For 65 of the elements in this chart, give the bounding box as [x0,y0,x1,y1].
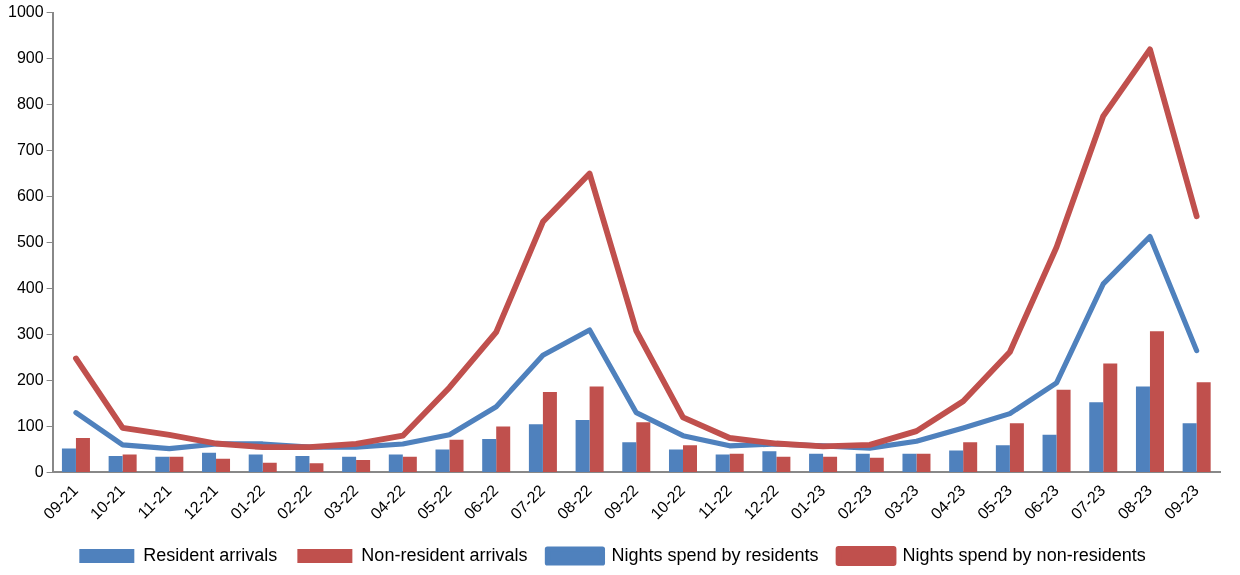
bar [1103,363,1118,472]
y-tick-label: 300 [16,324,44,342]
y-tick-label: 400 [16,278,44,296]
bar [1182,423,1197,472]
bar [869,457,884,472]
bar [449,439,464,472]
bar [729,453,744,472]
legend-label: Resident arrivals [143,544,278,565]
legend-label: Non-resident arrivals [361,544,528,565]
bar [542,392,557,472]
legend-label: Nights spend by residents [611,544,819,565]
bar [402,456,417,472]
bar [262,462,277,472]
y-tick-label: 200 [16,370,44,388]
bar [1042,434,1057,472]
bar [356,460,371,472]
y-tick-label: 0 [34,462,44,480]
bar [295,455,310,472]
bar [715,454,730,472]
bar [248,454,263,472]
bar [762,451,777,472]
bar [995,445,1010,472]
bar [949,450,964,472]
bar [342,456,357,472]
y-tick-label: 1000 [8,3,44,21]
legend-label: Nights spend by non-residents [902,544,1146,565]
bar [809,453,824,472]
y-tick-label: 600 [16,186,44,204]
bar [855,453,870,472]
bar [823,456,838,472]
bar [776,456,791,472]
bar [75,438,90,472]
bar [1149,331,1164,472]
bar [435,449,450,472]
bar [169,456,184,472]
bar [902,453,917,472]
bar [482,438,497,472]
y-tick-label: 700 [16,140,44,158]
bar [1089,402,1104,472]
bar [108,455,123,472]
bar [1009,423,1024,472]
y-tick-label: 500 [16,232,44,250]
y-tick-label: 900 [16,48,44,66]
bar [682,445,697,472]
bar [622,442,637,472]
bar [636,422,651,472]
y-tick-label: 100 [16,416,44,434]
bar [1196,382,1211,472]
bar [916,453,931,472]
bar [528,424,543,472]
bar [216,458,231,472]
bar [155,456,170,472]
bar [496,426,511,472]
bar [668,449,683,472]
bar [309,463,324,472]
bar [1056,389,1071,472]
bar [61,448,76,472]
bar [388,454,403,472]
y-tick-label: 800 [16,94,44,112]
bar [122,454,137,472]
bar [575,420,590,472]
bar [963,442,978,472]
bar [1135,386,1150,472]
bar [202,452,217,472]
bar [589,386,604,472]
